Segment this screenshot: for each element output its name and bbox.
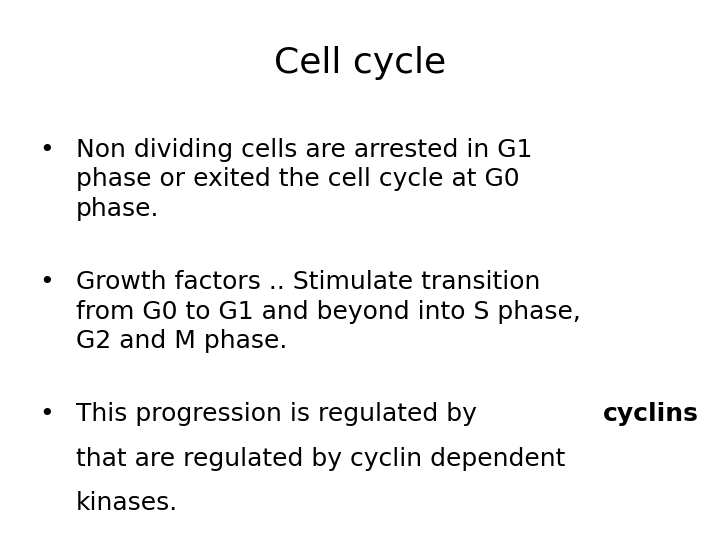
Text: kinases.: kinases. — [76, 491, 178, 515]
Text: •: • — [40, 270, 54, 294]
Text: This progression is regulated by: This progression is regulated by — [76, 402, 485, 426]
Text: •: • — [40, 138, 54, 161]
Text: that are regulated by cyclin dependent: that are regulated by cyclin dependent — [76, 447, 565, 470]
Text: •: • — [40, 402, 54, 426]
Text: Non dividing cells are arrested in G1
phase or exited the cell cycle at G0
phase: Non dividing cells are arrested in G1 ph… — [76, 138, 532, 221]
Text: cyclins: cyclins — [603, 402, 699, 426]
Text: Growth factors .. Stimulate transition
from G0 to G1 and beyond into S phase,
G2: Growth factors .. Stimulate transition f… — [76, 270, 580, 353]
Text: Cell cycle: Cell cycle — [274, 46, 446, 80]
